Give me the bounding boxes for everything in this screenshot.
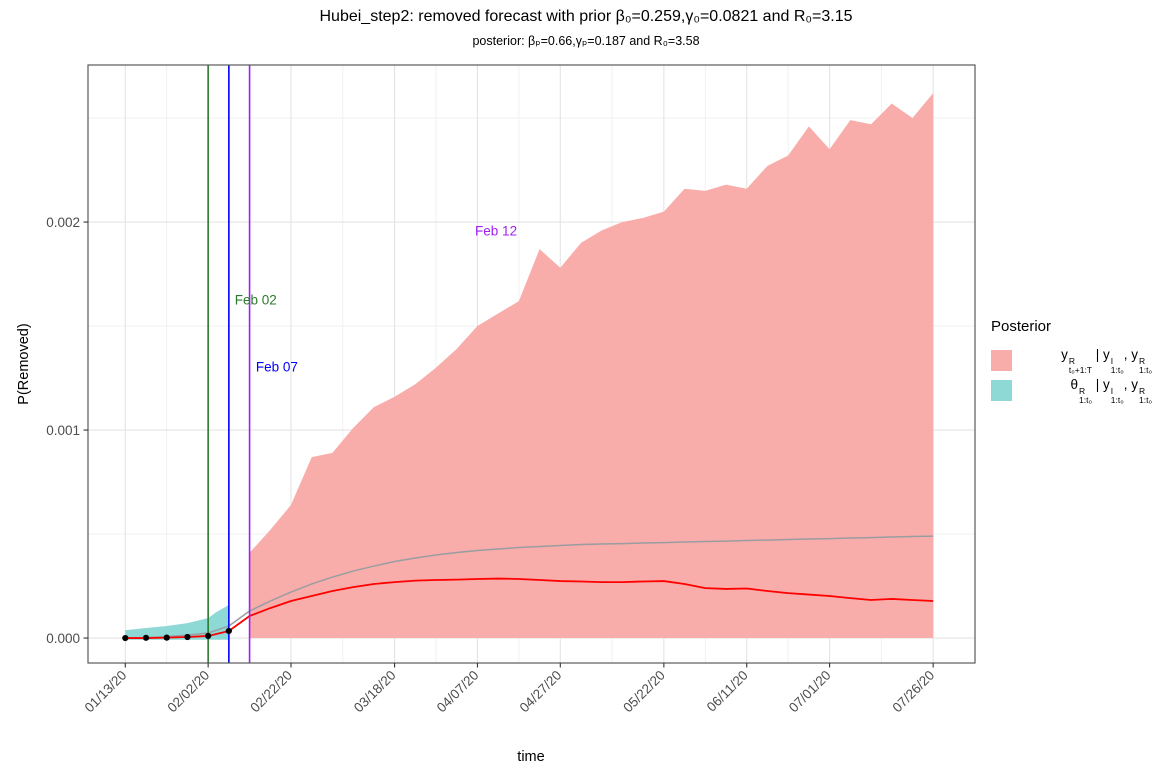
legend-item: θ R 1:t₀ | y I 1:t₀, y R 1:t₀ — [991, 377, 1152, 404]
forecast-ribbon — [249, 93, 934, 639]
panel-border — [87, 64, 976, 664]
x-tick-label: 05/22/20 — [620, 668, 668, 716]
observed-dot — [142, 634, 150, 641]
x-tick-label: 01/13/20 — [82, 668, 130, 716]
observed-dot — [205, 632, 212, 640]
observed-dot — [225, 627, 232, 635]
vline-label-feb-12: Feb 12 — [475, 223, 517, 238]
vline-label-feb-07: Feb 07 — [256, 360, 298, 375]
y-tick-label: 0.000 — [46, 631, 80, 646]
x-tick-label: 04/27/20 — [517, 668, 565, 716]
plot-title: Hubei_step2: removed forecast with prior… — [319, 8, 853, 25]
x-tick-label: 03/18/20 — [351, 668, 399, 716]
vline-label-feb-02: Feb 02 — [235, 293, 277, 308]
plot-subtitle: posterior: βₚ=0.66,γₚ=0.187 and R₀=3.58 — [472, 34, 700, 48]
observed-dot — [163, 634, 170, 641]
legend-title: Posterior — [991, 318, 1052, 335]
x-tick-label: 07/01/20 — [786, 668, 834, 716]
legend-label: θ R 1:t₀ | y I 1:t₀, y R 1:t₀ — [1070, 377, 1152, 405]
observed-dot — [184, 633, 191, 641]
legend-swatch — [991, 380, 1012, 401]
gray-mean-line — [125, 535, 934, 639]
x-tick-label: 02/22/20 — [247, 668, 295, 716]
y-tick-label: 0.002 — [46, 215, 80, 230]
y-axis-title: P(Removed) — [16, 323, 32, 405]
y-tick-label: 0.001 — [46, 423, 80, 438]
x-axis-title: time — [517, 749, 545, 765]
theta-ribbon — [125, 604, 229, 640]
red-median-line — [125, 577, 934, 639]
x-tick-label: 06/11/20 — [704, 668, 751, 715]
x-tick-label: 07/26/20 — [890, 668, 938, 716]
x-tick-label: 04/07/20 — [434, 668, 482, 716]
legend-swatch — [991, 350, 1012, 371]
observed-dot — [122, 634, 129, 642]
x-tick-label: 02/02/20 — [164, 668, 212, 716]
